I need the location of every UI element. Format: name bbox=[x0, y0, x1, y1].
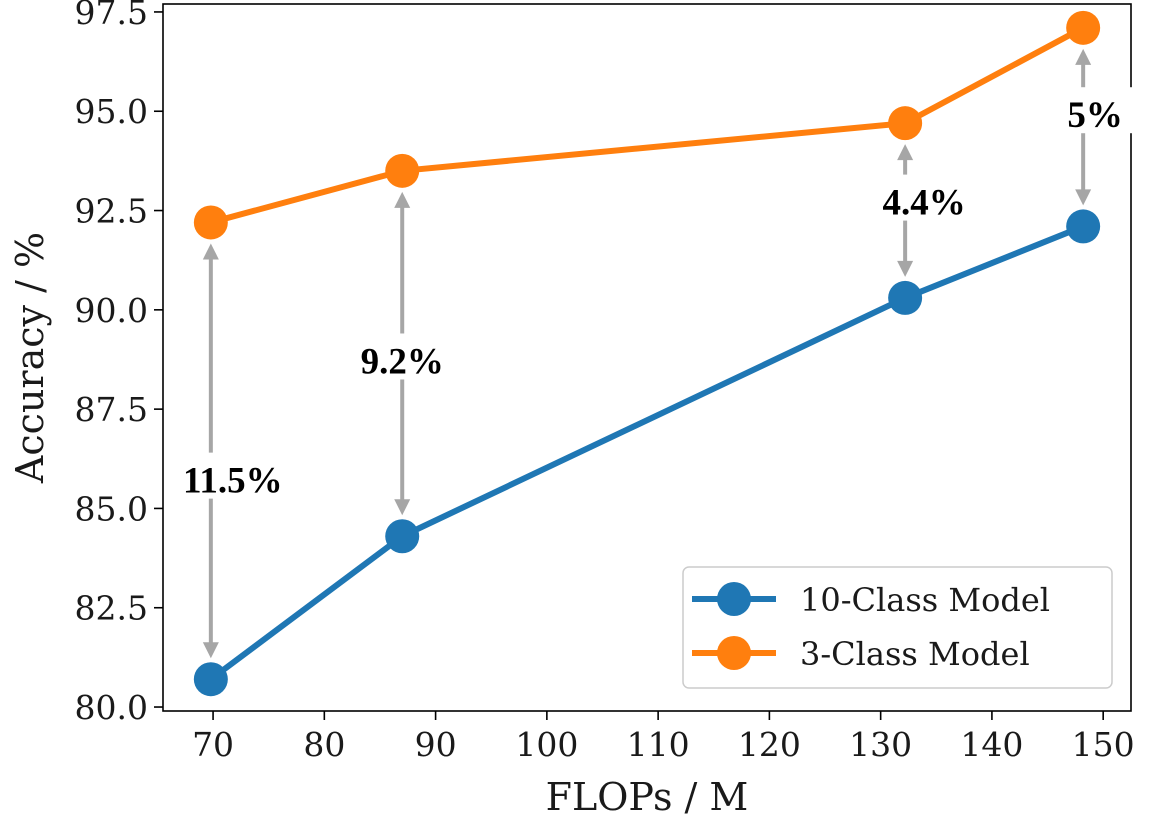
y-tick-label-92.5: 92.5 bbox=[75, 192, 148, 231]
x-axis-title: FLOPs / M bbox=[546, 775, 749, 817]
series-1-point-0 bbox=[193, 205, 228, 240]
series-0-point-0 bbox=[193, 662, 228, 697]
series-0-point-3 bbox=[1066, 209, 1101, 244]
series-line-0 bbox=[209, 223, 1085, 682]
legend-marker-3-class bbox=[717, 636, 751, 670]
gap-arrow-head-up-3 bbox=[1075, 48, 1092, 65]
series-0-point-2 bbox=[888, 280, 923, 315]
x-tick-label-70: 70 bbox=[192, 725, 234, 764]
x-tick-label-90: 90 bbox=[415, 725, 457, 764]
gap-label-bg-3 bbox=[1040, 87, 1149, 134]
legend: 10-Class Model 3-Class Model bbox=[682, 566, 1113, 689]
y-tick-label-95.0: 95.0 bbox=[75, 92, 148, 131]
series-line-1 bbox=[210, 25, 1085, 226]
x-tick-label-150: 150 bbox=[1072, 725, 1135, 764]
gap-arrow-head-down-2 bbox=[897, 260, 914, 277]
series-0-point-1 bbox=[385, 519, 420, 554]
y-tick-label-97.5: 97.5 bbox=[75, 0, 148, 32]
legend-label-3-class: 3-Class Model bbox=[800, 635, 1030, 673]
gap-arrow-head-down-3 bbox=[1075, 189, 1092, 206]
x-tick-label-110: 110 bbox=[627, 725, 690, 764]
y-tick-label-80.0: 80.0 bbox=[75, 688, 148, 727]
gap-label-bg-1 bbox=[347, 333, 458, 380]
legend-box bbox=[682, 566, 1113, 689]
data-series bbox=[193, 10, 1101, 697]
gap-label-2: 4.4% bbox=[883, 183, 966, 224]
axes: 70 80 90 100 110 120 130 140 150 80.0 82.5 85.0 87.5… bbox=[8, 0, 1135, 817]
y-axis-title: Accuracy / % bbox=[8, 232, 52, 484]
x-tick-label-130: 130 bbox=[849, 725, 912, 764]
x-tick-label-140: 140 bbox=[960, 725, 1023, 764]
gap-arrow-head-up-0 bbox=[202, 243, 219, 260]
series-1-point-2 bbox=[888, 106, 923, 141]
y-tick-label-85.0: 85.0 bbox=[75, 489, 148, 528]
legend-label-10-class: 10-Class Model bbox=[800, 581, 1050, 619]
gap-labels: 11.5% 9.2% 4.4% 5% bbox=[177, 87, 1149, 502]
gap-label-bg-0 bbox=[177, 452, 288, 499]
series-1-point-3 bbox=[1066, 10, 1101, 45]
gap-arrow-head-up-2 bbox=[897, 144, 914, 161]
gap-label-1: 9.2% bbox=[361, 341, 444, 382]
plot-frame bbox=[162, 3, 1132, 712]
gap-label-0: 11.5% bbox=[183, 461, 283, 502]
gap-label-3: 5% bbox=[1067, 95, 1123, 136]
x-tick-label-80: 80 bbox=[303, 725, 345, 764]
gap-arrow-head-down-0 bbox=[202, 642, 219, 659]
y-tick-label-82.5: 82.5 bbox=[75, 589, 148, 628]
x-tick-label-120: 120 bbox=[738, 725, 801, 764]
gap-label-bg-2 bbox=[869, 174, 980, 221]
y-tick-label-87.5: 87.5 bbox=[75, 390, 148, 429]
x-tick-label-100: 100 bbox=[515, 725, 578, 764]
gap-arrow-head-up-1 bbox=[394, 191, 411, 208]
legend-marker-10-class bbox=[717, 582, 751, 616]
gap-arrow-head-down-1 bbox=[394, 499, 411, 516]
y-tick-label-90.0: 90.0 bbox=[75, 291, 148, 330]
series-1-point-1 bbox=[385, 153, 420, 188]
